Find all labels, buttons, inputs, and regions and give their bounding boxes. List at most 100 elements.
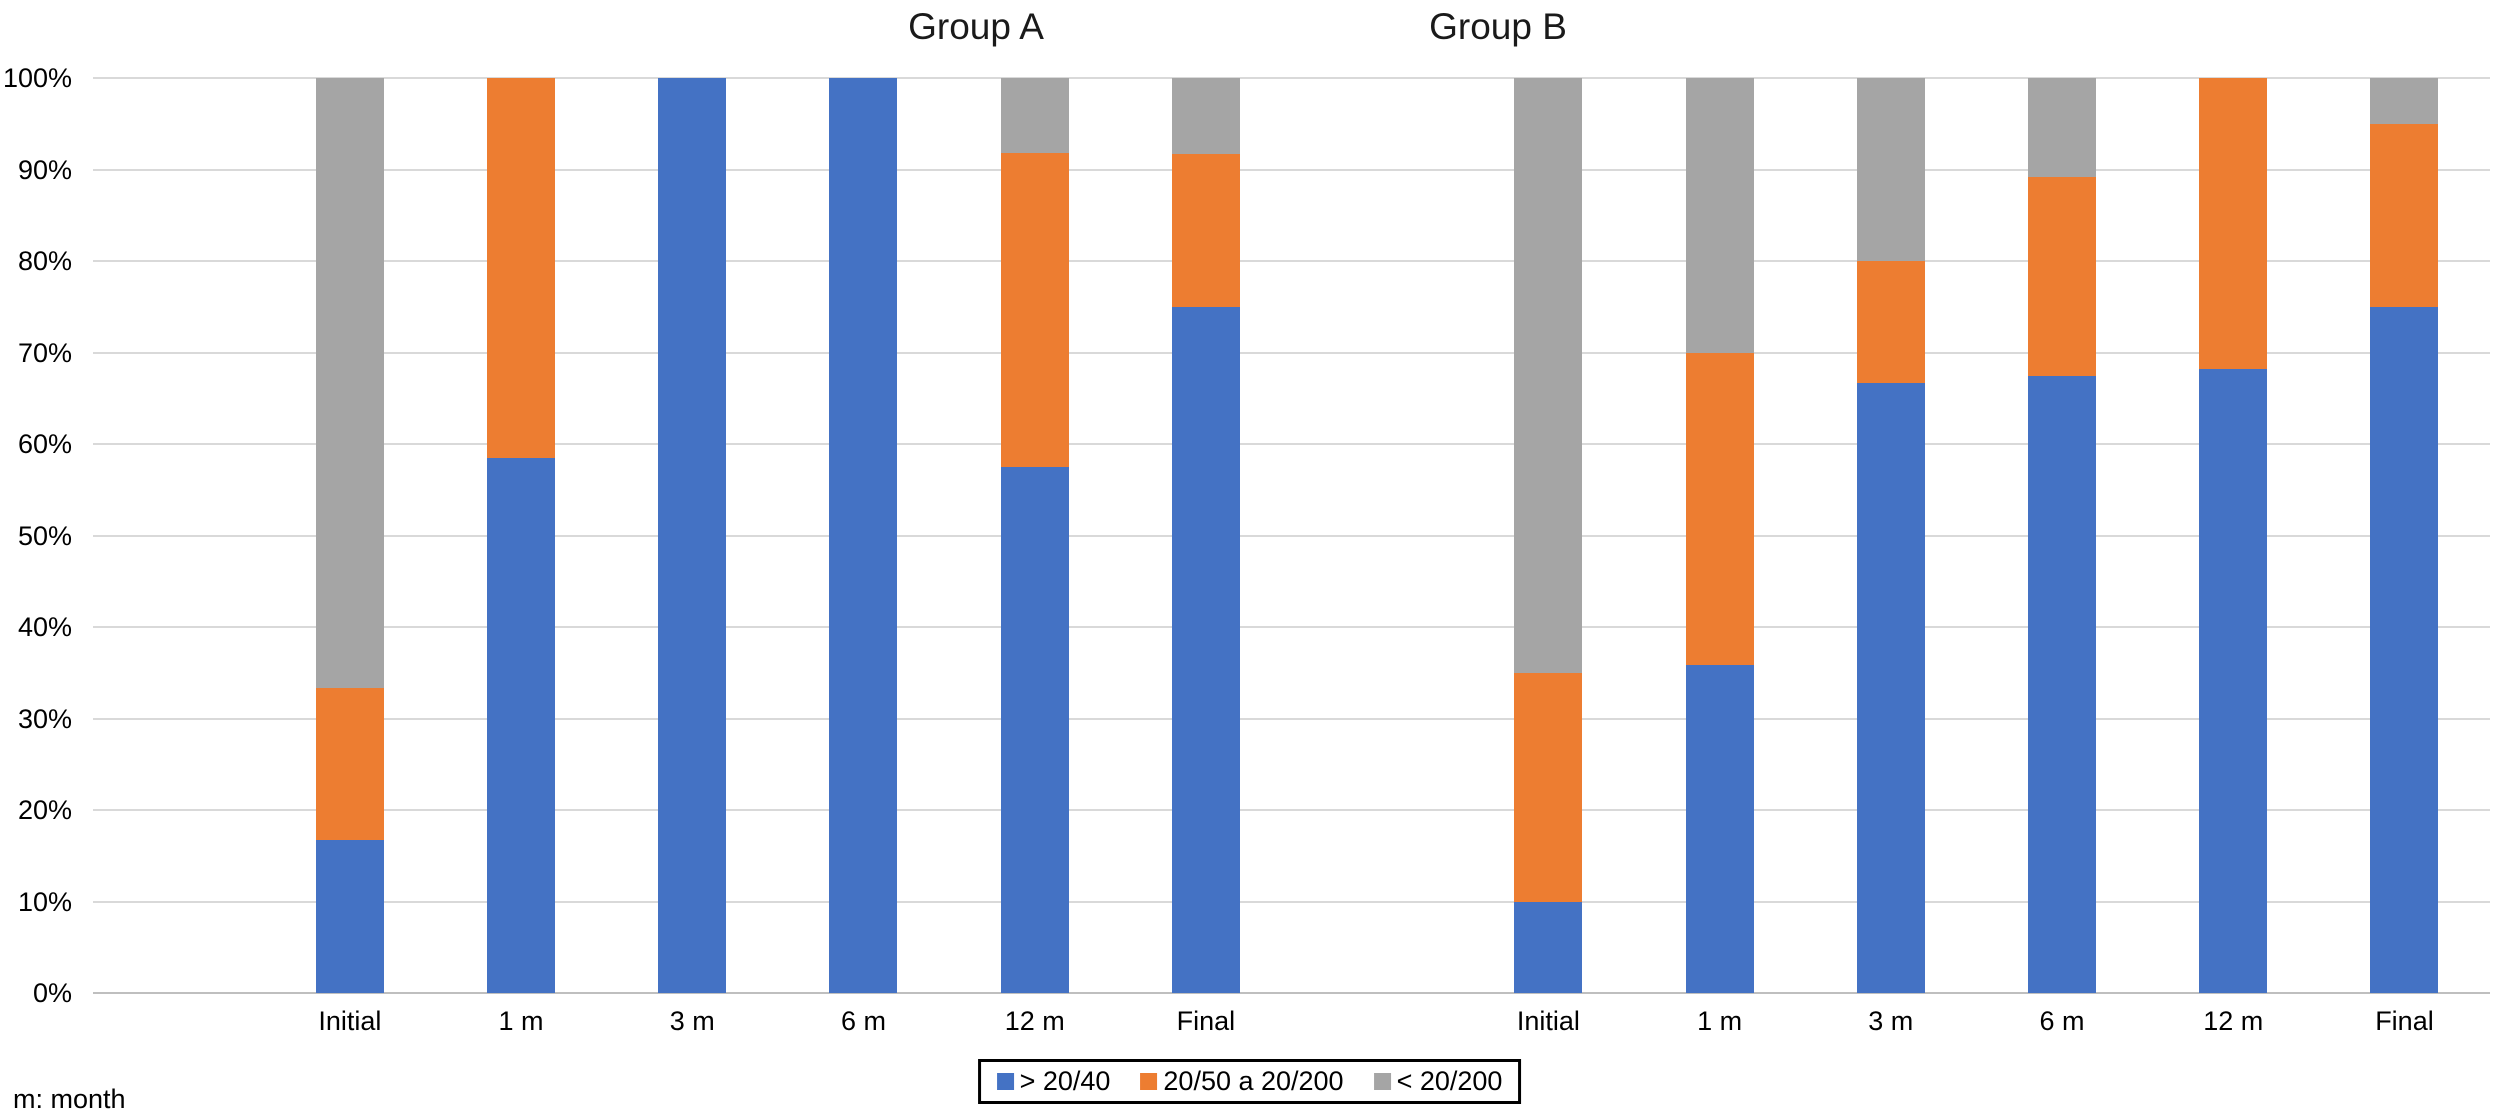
x-axis-label: Initial	[1516, 1006, 1580, 1036]
stacked-bar	[1856, 78, 1925, 993]
gridline	[93, 900, 2490, 903]
y-axis-tick-label: 40%	[17, 612, 72, 642]
gridline	[93, 351, 2490, 354]
y-axis-labels: 0% 10% 20% 30% 40% 50% 60% 70% 80% 90% 100%	[0, 64, 72, 1007]
stacked-bar	[2199, 78, 2268, 993]
bar-segment	[2028, 176, 2097, 377]
bar-segment	[1514, 901, 1583, 993]
legend-item: 20/50 a 20/200	[1140, 1066, 1344, 1097]
x-axis-label: 12 m	[2203, 1006, 2264, 1036]
bar-segment	[1856, 78, 1925, 262]
stacked-bar	[1000, 78, 1069, 993]
bar-segment	[1171, 78, 1240, 154]
footnote: m: month	[13, 1084, 126, 1114]
spacer-slot	[1292, 78, 1463, 993]
gridline	[93, 809, 2490, 811]
bar-segment	[2028, 78, 2097, 177]
category-slot: 3 m	[607, 78, 778, 1036]
gridline	[93, 717, 2490, 720]
plot-area: Initial 1 m 3 m 6 m 12 m Final Initial 1 m 3 m 6 …	[93, 77, 2490, 1036]
y-axis-tick-label: 60%	[17, 429, 72, 459]
group-b-title: Group B	[1429, 6, 1567, 47]
bar-segment	[1856, 382, 1925, 993]
x-axis-label: 1 m	[1697, 1006, 1743, 1036]
legend-item: > 20/40	[996, 1066, 1111, 1097]
x-axis-label: Initial	[318, 1006, 382, 1036]
stacked-bar	[1685, 78, 1754, 993]
bar-segment	[2028, 376, 2097, 993]
y-axis-tick-label: 50%	[17, 520, 72, 551]
bar-segment	[829, 78, 898, 993]
gridline	[93, 168, 2490, 171]
bar-segment	[1685, 665, 1754, 993]
bar-segment	[1685, 78, 1754, 353]
legend-swatch	[1140, 1073, 1158, 1090]
gridline	[93, 992, 2490, 994]
y-axis-tick-label: 0%	[32, 978, 72, 1008]
gridline	[93, 443, 2490, 445]
category-slot: 12 m	[949, 78, 1120, 1036]
bar-segment	[315, 840, 384, 993]
stacked-bar	[829, 78, 898, 993]
bar-segment	[1514, 78, 1583, 673]
bar-segment	[1514, 672, 1583, 902]
x-axis-label: Final	[2375, 1006, 2434, 1036]
category-slot: 6 m	[778, 78, 949, 1036]
category-slot: Final	[1120, 78, 1291, 1036]
bar-segment	[658, 78, 727, 993]
bar-segment	[1000, 153, 1069, 467]
stacked-bar	[1171, 78, 1240, 993]
gridline	[93, 77, 2490, 79]
x-axis-label: 12 m	[1004, 1006, 1065, 1036]
bar-segment	[315, 688, 384, 841]
legend-label: < 20/200	[1396, 1066, 1503, 1096]
bar-segment	[1171, 153, 1240, 307]
stacked-bar	[487, 78, 556, 993]
bar-segment	[2199, 368, 2268, 993]
x-axis-label: 3 m	[669, 1006, 715, 1036]
category-slot: Initial	[1463, 78, 1634, 1036]
x-axis-label: 3 m	[1868, 1006, 1914, 1036]
bar-segment	[1000, 78, 1069, 154]
category-slot: Initial	[264, 78, 435, 1036]
stacked-bar	[315, 78, 384, 993]
x-axis-label: 1 m	[498, 1006, 544, 1036]
category-slot: 1 m	[435, 78, 606, 1036]
category-slot: Final	[2319, 78, 2490, 1036]
bar-segment	[315, 78, 384, 689]
y-axis-tick-label: 80%	[17, 246, 72, 276]
legend-label: > 20/40	[1019, 1066, 1111, 1096]
legend-swatch	[996, 1073, 1014, 1090]
legend-item: < 20/200	[1373, 1066, 1503, 1097]
category-slot: 1 m	[1634, 78, 1805, 1036]
category-slot: 3 m	[1805, 78, 1976, 1036]
legend: > 20/40 20/50 a 20/200 < 20/200	[977, 1059, 1522, 1104]
y-axis-tick-label: 10%	[17, 886, 72, 917]
y-axis-tick-label: 20%	[17, 795, 72, 825]
legend-swatch	[1373, 1073, 1391, 1090]
category-slot: 12 m	[2148, 78, 2319, 1036]
stacked-bar	[2028, 78, 2097, 993]
stacked-bar	[2370, 78, 2439, 993]
bar-segment	[2370, 306, 2439, 993]
category-slot: 6 m	[1976, 78, 2147, 1036]
legend-label: 20/50 a 20/200	[1163, 1066, 1344, 1096]
bar-segment	[1685, 352, 1754, 666]
spacer-slot	[93, 78, 264, 993]
bar-segment	[2199, 78, 2268, 369]
x-axis-label: Final	[1176, 1006, 1236, 1036]
x-axis-label: 6 m	[2039, 1006, 2085, 1036]
gridline	[93, 534, 2490, 537]
bar-segment	[1171, 306, 1240, 993]
bar-segment	[1856, 261, 1925, 383]
gridline	[93, 260, 2490, 262]
y-axis-tick-label: 30%	[17, 703, 72, 734]
bar-segment	[2370, 78, 2439, 124]
stacked-bar	[658, 78, 727, 993]
bar-segment	[487, 457, 556, 993]
x-axis-label: 6 m	[840, 1006, 886, 1036]
gridline	[93, 626, 2490, 628]
bar-segment	[487, 78, 556, 458]
y-axis-tick-label: 70%	[17, 337, 72, 368]
